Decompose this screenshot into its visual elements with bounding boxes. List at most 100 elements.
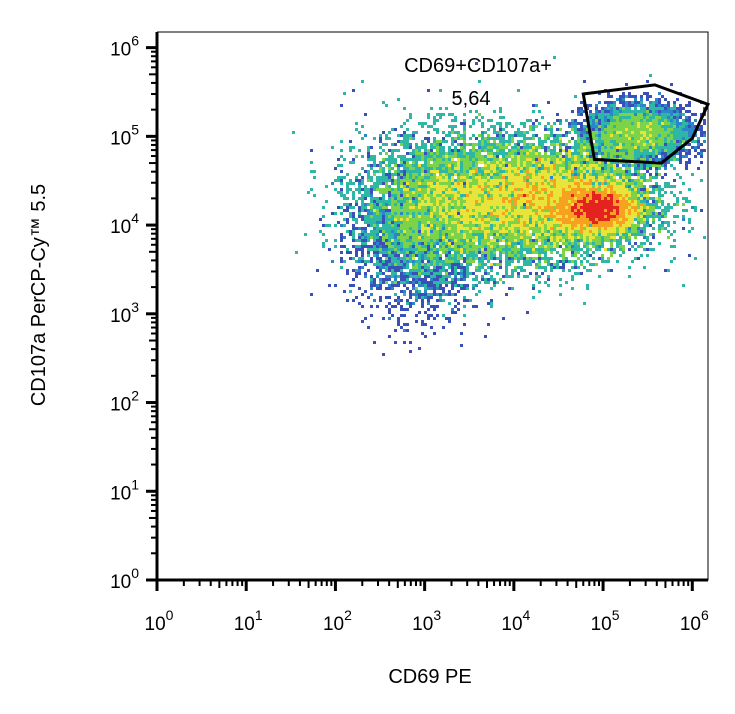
density-cell [340,239,343,242]
density-cell [607,146,610,149]
density-cell [394,173,397,176]
density-cell [646,221,649,224]
density-cell [532,155,535,158]
density-cell [523,134,526,137]
density-cell [559,155,562,158]
density-cell [688,122,691,125]
density-cell [361,248,364,251]
density-cell [478,173,481,176]
density-cell [373,224,376,227]
density-cell [403,200,406,203]
density-cell [457,161,460,164]
density-cell [436,272,439,275]
density-cell [379,272,382,275]
density-cell [652,197,655,200]
density-cell [562,182,565,185]
density-cell [394,215,397,218]
density-cell [697,137,700,140]
density-cell [442,131,445,134]
density-cell [688,101,691,104]
density-cell [607,182,610,185]
density-cell [589,263,592,266]
density-cell [427,257,430,260]
density-cell [424,149,427,152]
density-cell [631,179,634,182]
density-cell [505,206,508,209]
density-cell [553,263,556,266]
density-cell [430,173,433,176]
density-cell [373,242,376,245]
density-cell [400,233,403,236]
density-cell [505,215,508,218]
density-cell [484,161,487,164]
density-cell [652,110,655,113]
density-cell [640,242,643,245]
density-cell [658,158,661,161]
density-cell [550,266,553,269]
density-cell [589,221,592,224]
density-cell [616,98,619,101]
density-cell [466,239,469,242]
density-cell [445,275,448,278]
density-cell [526,158,529,161]
density-cell [622,227,625,230]
density-cell [601,152,604,155]
density-cell [604,227,607,230]
density-cell [625,158,628,161]
density-cell [358,266,361,269]
density-cell [454,254,457,257]
density-cell [409,218,412,221]
density-cell [529,182,532,185]
density-cell [574,176,577,179]
density-cell [643,116,646,119]
density-cell [673,215,676,218]
density-cell [625,188,628,191]
density-cell [439,263,442,266]
density-cell [346,221,349,224]
density-cell [523,227,526,230]
density-cell [472,242,475,245]
density-cell [613,230,616,233]
density-cell [592,200,595,203]
density-cell [583,158,586,161]
density-cell [589,173,592,176]
density-cell [469,233,472,236]
density-cell [523,176,526,179]
density-cell [586,215,589,218]
density-cell [589,212,592,215]
density-cell [511,158,514,161]
density-cell [664,146,667,149]
density-cell [622,158,625,161]
density-cell [562,188,565,191]
density-cell [604,197,607,200]
density-cell [481,215,484,218]
density-cell [667,149,670,152]
density-cell [496,158,499,161]
density-cell [373,164,376,167]
density-cell [418,185,421,188]
density-cell [502,227,505,230]
density-cell [421,170,424,173]
density-cell [433,158,436,161]
density-cell [478,269,481,272]
density-cell [553,236,556,239]
density-cell [535,170,538,173]
density-cell [568,206,571,209]
density-cell [592,128,595,131]
density-cell [661,152,664,155]
density-cell [544,248,547,251]
density-cell [403,158,406,161]
density-cell [586,104,589,107]
density-cell [634,149,637,152]
density-cell [511,236,514,239]
density-cell [583,155,586,158]
density-cell [625,197,628,200]
density-cell [640,218,643,221]
density-cell [655,155,658,158]
density-cell [586,194,589,197]
density-cell [535,224,538,227]
density-cell [379,170,382,173]
density-cell [658,152,661,155]
density-cell [433,140,436,143]
density-cell [376,218,379,221]
